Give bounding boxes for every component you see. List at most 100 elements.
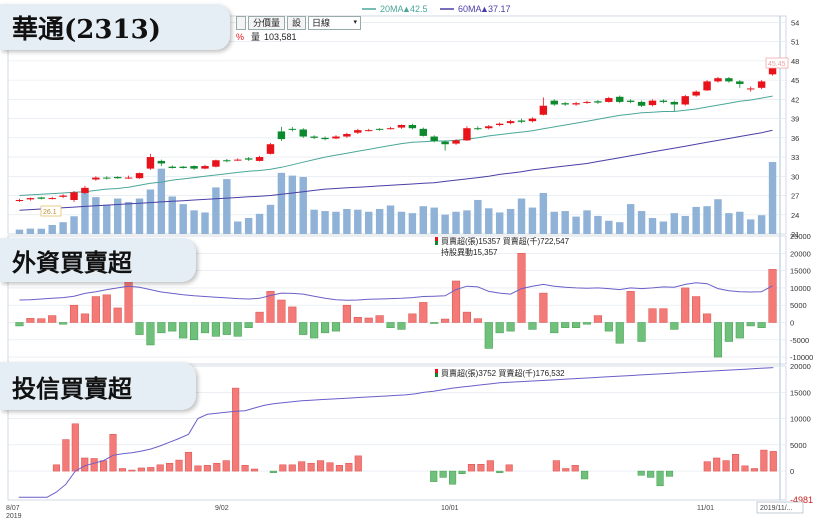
foreign-legend-line1: 買賣超(張)15357 買賣超(千)722,547 [441,236,570,246]
trust-bar [156,464,164,472]
price-tick-label: 39 [791,115,799,124]
candle-body [747,88,755,90]
price-tick-label: 30 [791,172,799,181]
price-tick-label: 54 [791,18,799,27]
volume-bar [517,198,526,234]
foreign-bar [80,313,90,323]
trust-bar [732,454,740,472]
trust-bar [326,462,334,472]
volume-bar [725,213,733,234]
volume-bar [430,207,438,234]
volume-bar [681,215,689,234]
candle-body [397,125,406,128]
volume-bar [375,208,384,234]
trust-legend-swatch-down [435,373,438,377]
volume-bar [397,211,406,234]
volume-bar [365,211,373,234]
foreign-bar [59,322,68,325]
trust-bar [769,451,777,472]
trust-bar [335,465,343,472]
volume-bar [223,179,231,234]
price-tick-label: 42 [791,95,799,104]
foreign-bar [746,322,755,327]
foreign-title: 外資買賣超 [12,247,132,277]
candle-body [670,101,679,105]
foreign-bar [288,306,297,323]
foreign-bar [15,322,24,327]
foreign-bar [157,322,166,334]
volume-bar [168,196,176,234]
volume-bar [550,211,558,234]
foreign-bar [637,322,646,342]
candle-body [626,100,635,102]
volume-bar [113,198,122,234]
volume-bar [244,218,253,234]
x-tick-label-1: 2019 [6,513,22,520]
volume-bar [37,228,45,234]
foreign-legend-swatch-down [435,241,438,245]
volume-bar [670,213,679,234]
volume-bar [103,204,111,234]
settings-button[interactable]: 設 [287,16,307,30]
trust-bar [467,464,476,472]
period-select[interactable]: 日線 ▾ [308,16,362,30]
last-price-callout-box [765,57,789,69]
volume-bar [201,212,209,234]
candle-body [310,136,318,138]
candle-body [299,129,307,137]
foreign-bar [692,296,701,323]
candle-body [354,130,362,133]
candle-body [103,177,111,179]
candle-body [135,173,144,179]
foreign-bar [724,322,733,342]
trust-bar [722,460,730,472]
candle-body [288,128,297,130]
foreign-bar [299,322,308,335]
foreign-tick-label: 20000 [790,249,811,258]
foreign-bar [375,315,384,323]
candle-body [605,98,613,102]
chart-toolbar: 分價量 設 日線 ▾ [236,16,362,30]
toolbar-button-blank[interactable] [236,16,246,30]
price-volume-button[interactable]: 分價量 [248,16,286,30]
foreign-bar [604,322,613,332]
trust-bar [118,468,127,472]
foreign-bar [441,318,450,323]
trust-tick-label: 10000 [790,415,811,424]
trust-bar [741,465,749,472]
foreign-bar [310,322,319,339]
foreign-bar [146,322,155,346]
trust-bar [222,460,230,472]
candle-body [332,136,340,139]
volume-bar [234,221,242,234]
candle-body [714,78,722,82]
foreign-bar [168,322,177,332]
candle-body [124,177,133,179]
period-select-value: 日線 [312,18,331,28]
volume-bar [157,168,166,234]
foreign-bar [593,315,602,323]
trust-bar [128,469,136,472]
trust-legend-swatch-up [435,369,438,373]
volume-bar [299,177,307,234]
volume-bar [255,213,264,234]
volume-bar [637,211,646,234]
volume-bar [757,215,766,234]
foreign-bar [91,296,100,323]
candle-body [583,101,591,103]
trust-tick-label: 20000 [790,362,811,371]
candle-body [703,81,711,91]
volume-bar [15,229,24,234]
volume-label: 量 [251,32,260,42]
volume-bar [26,228,35,234]
ma60-line [19,129,773,211]
trust-bar [703,461,711,472]
foreign-holding-line [19,282,773,301]
foreign-tick-label: -10000 [790,353,813,362]
foreign-bar [397,322,406,330]
trust-title: 投信買賣超 [12,373,132,403]
trust-legend-line1: 買賣超(張)3752 買賣超(千)176,532 [441,368,565,378]
candle-body [168,166,176,168]
foreign-bar [550,322,559,334]
volume-bar [48,224,56,234]
